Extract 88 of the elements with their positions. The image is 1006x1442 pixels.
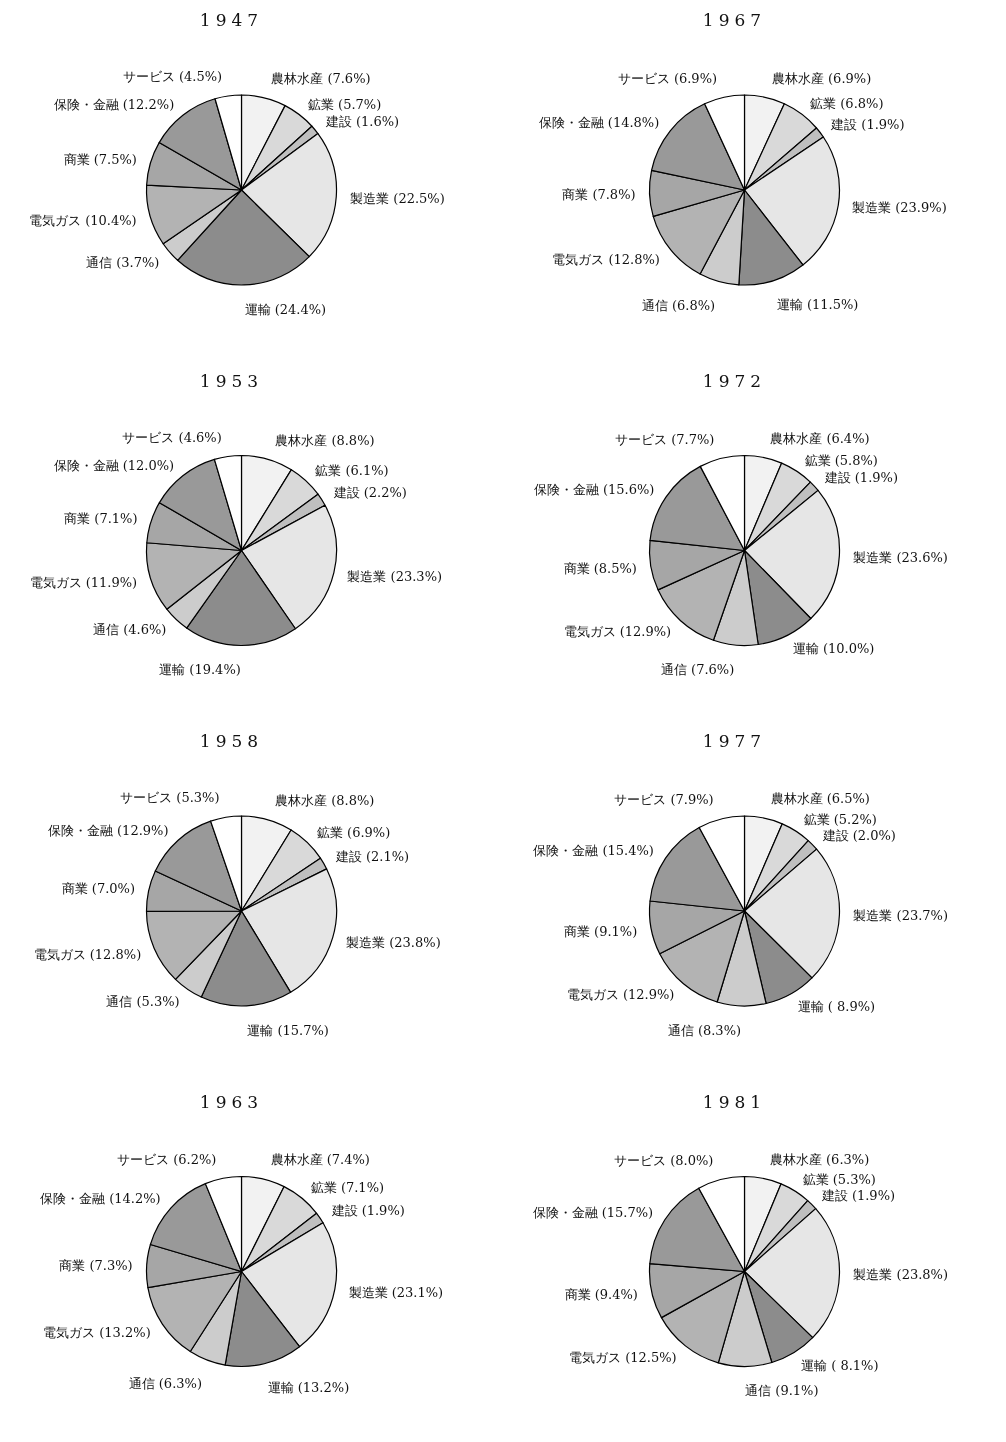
slice-label: 商業 (9.4%) — [564, 1287, 638, 1303]
chart-title: 1963 — [199, 1091, 264, 1112]
slice-label: 電気ガス (12.5%) — [569, 1349, 677, 1365]
slice-label: サービス (7.7%) — [615, 431, 715, 447]
slice-label: 鉱業 (5.2%) — [803, 812, 877, 828]
slice-label: 建設 (2.2%) — [332, 485, 407, 501]
slice-label: 建設 (1.6%) — [324, 113, 400, 129]
slice-label: 運輸 (19.4%) — [159, 662, 241, 678]
slice-label: 建設 (2.1%) — [334, 849, 410, 865]
slice-label: 製造業 (23.6%) — [853, 549, 948, 565]
slice-label: 商業 (7.1%) — [64, 510, 138, 526]
slice-label: サービス (6.2%) — [117, 1151, 217, 1167]
slice-label: 農林水産 (6.5%) — [770, 791, 870, 807]
slice-label: 製造業 (23.9%) — [852, 200, 947, 216]
slice-label: 保険・金融 (15.6%) — [533, 482, 655, 498]
slice-label: 製造業 (23.7%) — [853, 907, 949, 923]
slice-label: 製造業 (23.3%) — [347, 568, 443, 584]
slice-label: 通信 (9.1%) — [745, 1383, 819, 1399]
slice-label: 農林水産 (8.8%) — [275, 793, 375, 809]
slice-label: 建設 (1.9%) — [830, 116, 905, 132]
slice-label: 鉱業 (6.1%) — [315, 463, 389, 479]
slice-label: 鉱業 (7.1%) — [310, 1180, 385, 1196]
slice-label: 建設 (1.9%) — [823, 469, 898, 485]
chart-title: 1947 — [199, 10, 264, 30]
slice-label: 電気ガス (12.8%) — [552, 251, 660, 267]
slice-label: 通信 (3.7%) — [86, 254, 160, 270]
slice-label: 通信 (8.3%) — [667, 1022, 742, 1038]
slice-label: 製造業 (22.5%) — [350, 190, 445, 206]
chart-title: 1953 — [199, 370, 264, 391]
slice-label: 通信 (6.3%) — [128, 1376, 202, 1392]
chart-title: 1981 — [702, 1091, 767, 1112]
slice-label: 製造業 (23.8%) — [346, 934, 441, 950]
slice-label: 運輸 (24.4%) — [244, 301, 327, 317]
slice-label: 保険・金融 (12.2%) — [53, 97, 175, 113]
slice-label: 農林水産 (7.4%) — [270, 1152, 370, 1168]
slice-label: 農林水産 (7.6%) — [271, 71, 371, 87]
slice-label: 建設 (1.9%) — [330, 1203, 405, 1219]
slice-label: 保険・金融 (15.4%) — [533, 843, 654, 859]
slice-label: 保険・金融 (12.0%) — [53, 457, 175, 473]
slice-label: 鉱業 (6.8%) — [810, 96, 884, 111]
slice-label: 建設 (2.0%) — [821, 827, 896, 843]
slice-label: 電気ガス (10.4%) — [29, 212, 137, 228]
chart-title: 1977 — [702, 731, 767, 751]
slice-label: 商業 (7.0%) — [61, 880, 136, 896]
slice-label: 電気ガス (12.9%) — [566, 987, 675, 1003]
slice-label: 鉱業 (5.3%) — [802, 1172, 876, 1188]
slice-label: 商業 (7.3%) — [59, 1258, 133, 1274]
slice-label: 保険・金融 (14.2%) — [40, 1191, 161, 1207]
slice-label: サービス (4.5%) — [122, 69, 223, 85]
slice-label: 商業 (9.1%) — [563, 923, 638, 939]
slice-label: サービス (7.9%) — [614, 792, 714, 808]
slice-label: 農林水産 (8.8%) — [275, 432, 375, 448]
slice-label: サービス (6.9%) — [617, 70, 718, 86]
slice-label: 商業 (7.8%) — [562, 186, 636, 202]
slice-label: 商業 (7.5%) — [63, 152, 137, 168]
slice-label: 電気ガス (13.2%) — [43, 1324, 151, 1340]
slice-label: 通信 (7.6%) — [660, 662, 735, 678]
slice-label: サービス (5.3%) — [120, 790, 220, 806]
chart-title: 1972 — [702, 370, 767, 391]
chart-title: 1958 — [199, 731, 264, 751]
slice-label: 電気ガス (12.8%) — [33, 946, 142, 962]
slice-label: 建設 (1.9%) — [820, 1187, 896, 1203]
slice-label: 保険・金融 (12.9%) — [47, 823, 169, 839]
slice-label: サービス (4.6%) — [122, 429, 222, 445]
slice-label: サービス (8.0%) — [614, 1152, 714, 1168]
slice-label: 鉱業 (5.8%) — [804, 452, 878, 468]
slice-label: 製造業 (23.1%) — [348, 1284, 444, 1300]
slice-label: 商業 (8.5%) — [563, 560, 637, 576]
slice-label: 鉱業 (6.9%) — [316, 825, 391, 841]
slice-label: 運輸 (15.7%) — [247, 1022, 329, 1038]
slice-label: 鉱業 (5.7%) — [307, 96, 382, 112]
slice-label: 通信 (6.8%) — [641, 297, 716, 313]
slice-label: 運輸 (10.0%) — [792, 641, 875, 657]
slice-label: 電気ガス (11.9%) — [29, 574, 138, 590]
slice-label: 保険・金融 (15.7%) — [532, 1205, 654, 1221]
slice-label: 保険・金融 (14.8%) — [538, 115, 660, 131]
slice-label: 運輸 (13.2%) — [267, 1380, 350, 1396]
slice-label: 通信 (5.3%) — [106, 993, 180, 1009]
slice-label: 運輸 (11.5%) — [776, 297, 859, 313]
slice-label: 電気ガス (12.9%) — [563, 624, 672, 640]
slice-label: 農林水産 (6.9%) — [771, 70, 872, 86]
slice-label: 運輸 ( 8.1%) — [801, 1357, 879, 1373]
slice-label: 製造業 (23.8%) — [853, 1267, 949, 1283]
chart-title: 1967 — [702, 10, 767, 30]
slice-label: 農林水産 (6.4%) — [770, 430, 870, 446]
slice-label: 運輸 ( 8.9%) — [797, 999, 876, 1015]
slice-label: 通信 (4.6%) — [93, 622, 167, 638]
slice-label: 農林水産 (6.3%) — [769, 1151, 870, 1167]
